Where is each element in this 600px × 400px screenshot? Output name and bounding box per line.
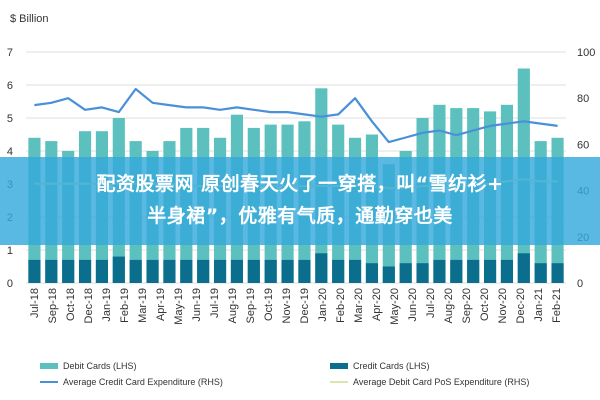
overlay-banner: 配资股票网 原创春天火了一穿搭，叫“雪纺衫+ 半身裙”，优雅有气质，通勤穿也美 [0,157,600,245]
credit-bar [230,259,244,283]
left-tick-label: 1 [7,245,13,257]
legend-label: Debit Cards (LHS) [63,361,137,371]
credit-bar [433,259,446,283]
x-tick-label: Mar-19 [137,288,149,323]
credit-bar [332,259,345,283]
credit-bar [298,259,311,283]
credit-bar [534,263,547,283]
credit-bar [197,259,210,283]
credit-bar [281,259,294,283]
overlay-line-1: 配资股票网 原创春天火了一穿搭，叫“雪纺衫+ [96,173,504,195]
legend: Debit Cards (LHS) Credit Cards (LHS) Avera… [40,361,529,387]
x-tick-label: Oct-19 [263,288,275,321]
credit-bar [112,256,125,283]
x-tick-label: May-19 [173,288,185,325]
x-tick-label: Jan-21 [533,288,545,322]
x-tick-label: Jul-20 [425,288,437,318]
left-axis-label: $ Billion [10,13,49,25]
credit-bar [348,259,362,283]
credit-bar [551,263,564,283]
legend-label: Credit Cards (LHS) [353,361,430,371]
x-tick-label: Sep-18 [47,288,59,323]
credit-bar [247,259,260,283]
credit-bar [450,259,463,283]
credit-bar [467,259,480,283]
x-tick-label: Jul-19 [209,288,221,318]
credit-bar [500,259,514,283]
credit-bar [180,259,193,283]
x-tick-label: Aug-19 [227,288,239,323]
x-tick-label: Oct-20 [479,288,491,321]
x-tick-label: Nov-20 [497,288,509,323]
x-tick-label: Sep-19 [245,288,257,323]
left-tick-label: 4 [7,146,13,158]
credit-bar [146,259,159,283]
x-tick-label: Apr-20 [371,288,383,321]
x-tick-label: Jul-18 [29,288,41,318]
credit-bar [365,263,379,283]
credit-bar [78,259,92,283]
credit-bar [264,259,277,283]
x-tick-label: Jun-20 [407,288,419,322]
credit-bar [163,259,176,283]
right-tick-label: 0 [577,278,583,290]
x-tick-label: Feb-19 [119,288,131,323]
credit-bar [213,259,227,283]
credit-expenditure-line [34,87,558,144]
credit-bar [62,259,75,283]
x-tick-label: Oct-18 [65,288,77,321]
overlay-line-2: 半身裙”，优雅有气质，通勤穿也美 [147,205,453,227]
x-tick-label: Feb-21 [551,288,563,323]
legend-label: Average Debit Card PoS Expenditure (RHS) [353,377,529,387]
legend-swatch [40,363,58,369]
x-tick-label: Aug-20 [443,288,455,323]
left-tick-label: 7 [7,47,13,59]
x-tick-label: Feb-20 [335,288,347,323]
credit-bar [28,259,41,283]
x-tick-label: Nov-19 [281,288,293,323]
x-tick-label: Mar-20 [353,288,365,323]
x-tick-label: Sep-20 [461,288,473,323]
left-tick-label: 0 [7,278,13,290]
x-tick-label: Jan-19 [101,288,113,322]
credit-bar [45,259,58,283]
legend-label: Average Credit Card Expenditure (RHS) [63,377,223,387]
right-tick-label: 100 [577,47,595,59]
x-tick-label: Dec-20 [515,288,527,323]
legend-swatch [330,363,348,369]
right-tick-label: 80 [577,93,589,105]
credit-bar [517,253,530,283]
left-tick-label: 5 [7,113,13,125]
x-tick-label: Jun-19 [191,288,203,322]
x-tick-label: Jan-20 [317,288,329,322]
x-axis-ticks: Jul-18 Sep-18 Oct-18 Dec-18 Jan-19 Feb-19 Mar-… [29,288,563,325]
x-tick-label: Dec-18 [83,288,95,323]
credit-bar [483,259,497,283]
credit-bar [416,263,429,283]
right-tick-label: 60 [577,139,589,151]
x-tick-label: Apr-19 [155,288,167,321]
x-tick-label: May-20 [389,288,401,325]
credit-bar [399,263,412,283]
credit-bar [129,259,142,283]
credit-bar [382,266,395,283]
x-tick-label: Dec-19 [299,288,311,323]
left-tick-label: 6 [7,80,13,92]
credit-bar [95,259,109,283]
credit-bar [315,253,328,283]
